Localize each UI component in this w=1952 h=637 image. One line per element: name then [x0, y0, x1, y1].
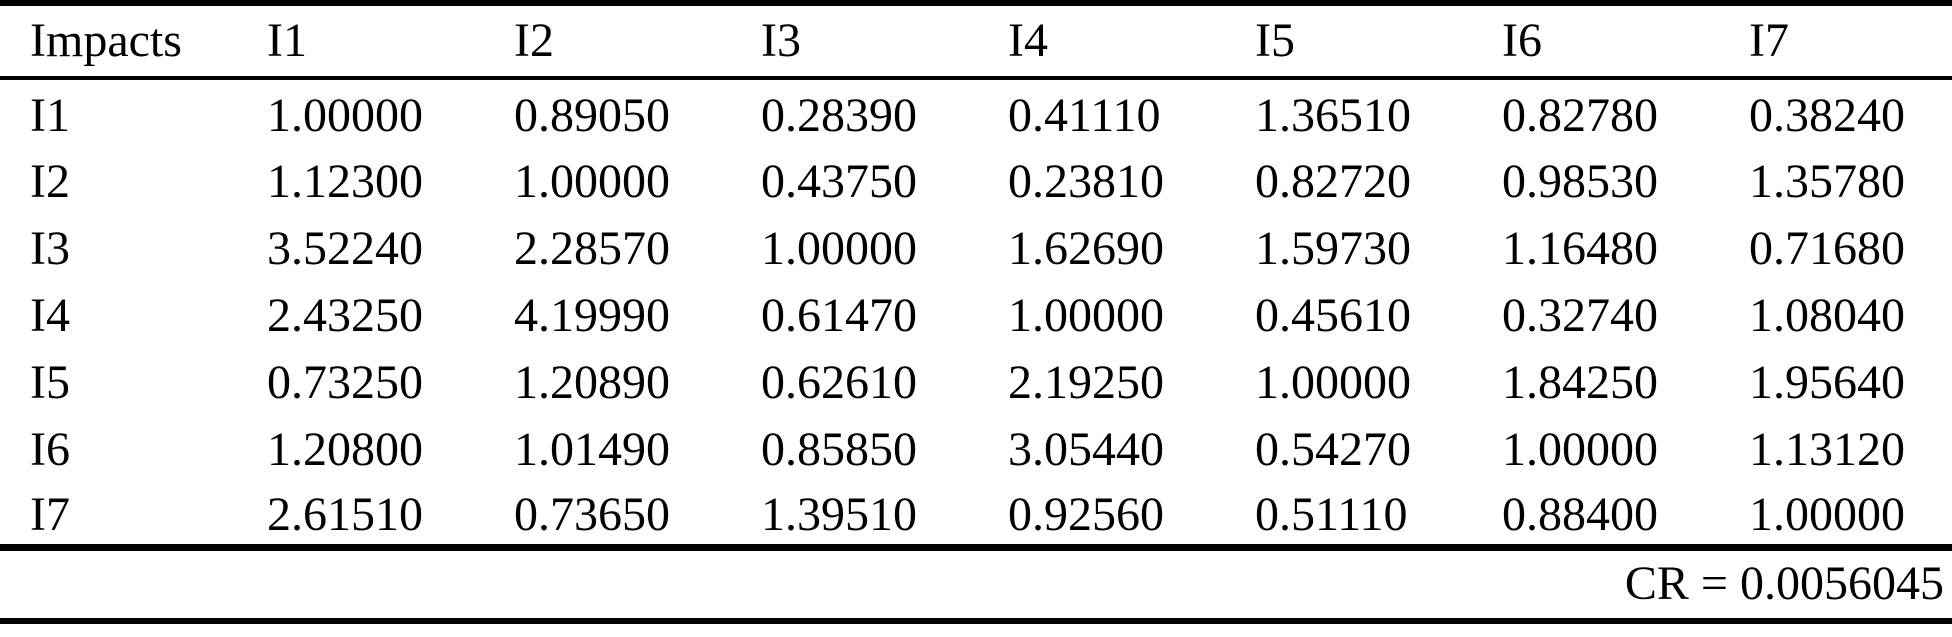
table-cell: 2.43250 — [267, 288, 423, 342]
table-cell: 1.20890 — [514, 355, 670, 409]
table-cell: 1.16480 — [1502, 221, 1658, 275]
table-cell: 1.62690 — [1008, 221, 1164, 275]
table-cell: 3.52240 — [267, 221, 423, 275]
table-cell: 0.92560 — [1008, 487, 1164, 541]
table-cell: 3.05440 — [1008, 422, 1164, 476]
table-row-i1: I1 1.00000 0.89050 0.28390 0.41110 1.365… — [0, 78, 1952, 145]
table-cell: 4.19990 — [514, 288, 670, 342]
table-row-i6: I6 1.20800 1.01490 0.85850 3.05440 0.542… — [0, 413, 1952, 480]
pairwise-comparison-table: Impacts I1 I2 I3 I4 I5 I6 I7 I1 1.00000 … — [0, 0, 1952, 624]
table-cell: 1.00000 — [1502, 422, 1658, 476]
row-label: I2 — [30, 154, 70, 208]
table-row-i7: I7 2.61510 0.73650 1.39510 0.92560 0.511… — [0, 480, 1952, 547]
table-cell: 2.61510 — [267, 487, 423, 541]
table-cell: 1.00000 — [1008, 288, 1164, 342]
table-cell: 1.00000 — [1749, 487, 1905, 541]
table-cell: 1.13120 — [1749, 422, 1905, 476]
column-header-i1: I1 — [267, 14, 307, 67]
table-cell: 0.73650 — [514, 487, 670, 541]
table-row-i3: I3 3.52240 2.28570 1.00000 1.62690 1.597… — [0, 212, 1952, 279]
table-cell: 0.82720 — [1255, 154, 1411, 208]
table-cell: 0.54270 — [1255, 422, 1411, 476]
table-row-i5: I5 0.73250 1.20890 0.62610 2.19250 1.000… — [0, 346, 1952, 413]
table-cell: 0.41110 — [1008, 88, 1161, 142]
row-label: I5 — [30, 355, 70, 409]
table-cell: 0.82780 — [1502, 88, 1658, 142]
column-header-i3: I3 — [761, 14, 801, 67]
table-cell: 0.85850 — [761, 422, 917, 476]
table-cell: 1.00000 — [1255, 355, 1411, 409]
table-cell: 0.89050 — [514, 88, 670, 142]
table-cell: 0.28390 — [761, 88, 917, 142]
table-cell: 0.73250 — [267, 355, 423, 409]
table-cell: 0.23810 — [1008, 154, 1164, 208]
row-label: I1 — [30, 88, 70, 142]
table-cell: 1.20800 — [267, 422, 423, 476]
table-cell: 1.95640 — [1749, 355, 1905, 409]
table-cell: 0.45610 — [1255, 288, 1411, 342]
row-label: I4 — [30, 288, 70, 342]
column-header-i4: I4 — [1008, 14, 1048, 67]
table-cell: 1.59730 — [1255, 221, 1411, 275]
table-cell: 0.38240 — [1749, 88, 1905, 142]
table-cell: 1.08040 — [1749, 288, 1905, 342]
table-header-row: Impacts I1 I2 I3 I4 I5 I6 I7 — [0, 3, 1952, 78]
table-cell: 0.88400 — [1502, 487, 1658, 541]
table-cell: 2.28570 — [514, 221, 670, 275]
table-cell: 0.62610 — [761, 355, 917, 409]
table-cell: 1.84250 — [1502, 355, 1658, 409]
table-cell: 0.43750 — [761, 154, 917, 208]
table-cell: 0.71680 — [1749, 221, 1905, 275]
table-cell: 1.00000 — [514, 154, 670, 208]
column-header-i7: I7 — [1749, 14, 1789, 67]
table-cell: 0.32740 — [1502, 288, 1658, 342]
column-header-i6: I6 — [1502, 14, 1542, 67]
column-header-i2: I2 — [514, 14, 554, 67]
table-cell: 1.12300 — [267, 154, 423, 208]
table-cell: 1.01490 — [514, 422, 670, 476]
table-cell: 1.39510 — [761, 487, 917, 541]
table-cell: 0.98530 — [1502, 154, 1658, 208]
table-cell: 0.61470 — [761, 288, 917, 342]
consistency-ratio-row: CR = 0.0056045 — [0, 547, 1952, 621]
table-row-i2: I2 1.12300 1.00000 0.43750 0.23810 0.827… — [0, 145, 1952, 212]
row-label: I7 — [30, 487, 70, 541]
row-label: I6 — [30, 422, 70, 476]
column-header-impacts: Impacts — [30, 14, 182, 67]
table-cell: 1.00000 — [761, 221, 917, 275]
table-cell: 1.00000 — [267, 88, 423, 142]
row-label: I3 — [30, 221, 70, 275]
column-header-i5: I5 — [1255, 14, 1295, 67]
table-cell: 2.19250 — [1008, 355, 1164, 409]
consistency-ratio-value: CR = 0.0056045 — [1624, 557, 1944, 611]
table-cell: 1.36510 — [1255, 88, 1411, 142]
table-cell: 1.35780 — [1749, 154, 1905, 208]
table-cell: 0.51110 — [1255, 487, 1408, 541]
table-row-i4: I4 2.43250 4.19990 0.61470 1.00000 0.456… — [0, 279, 1952, 346]
